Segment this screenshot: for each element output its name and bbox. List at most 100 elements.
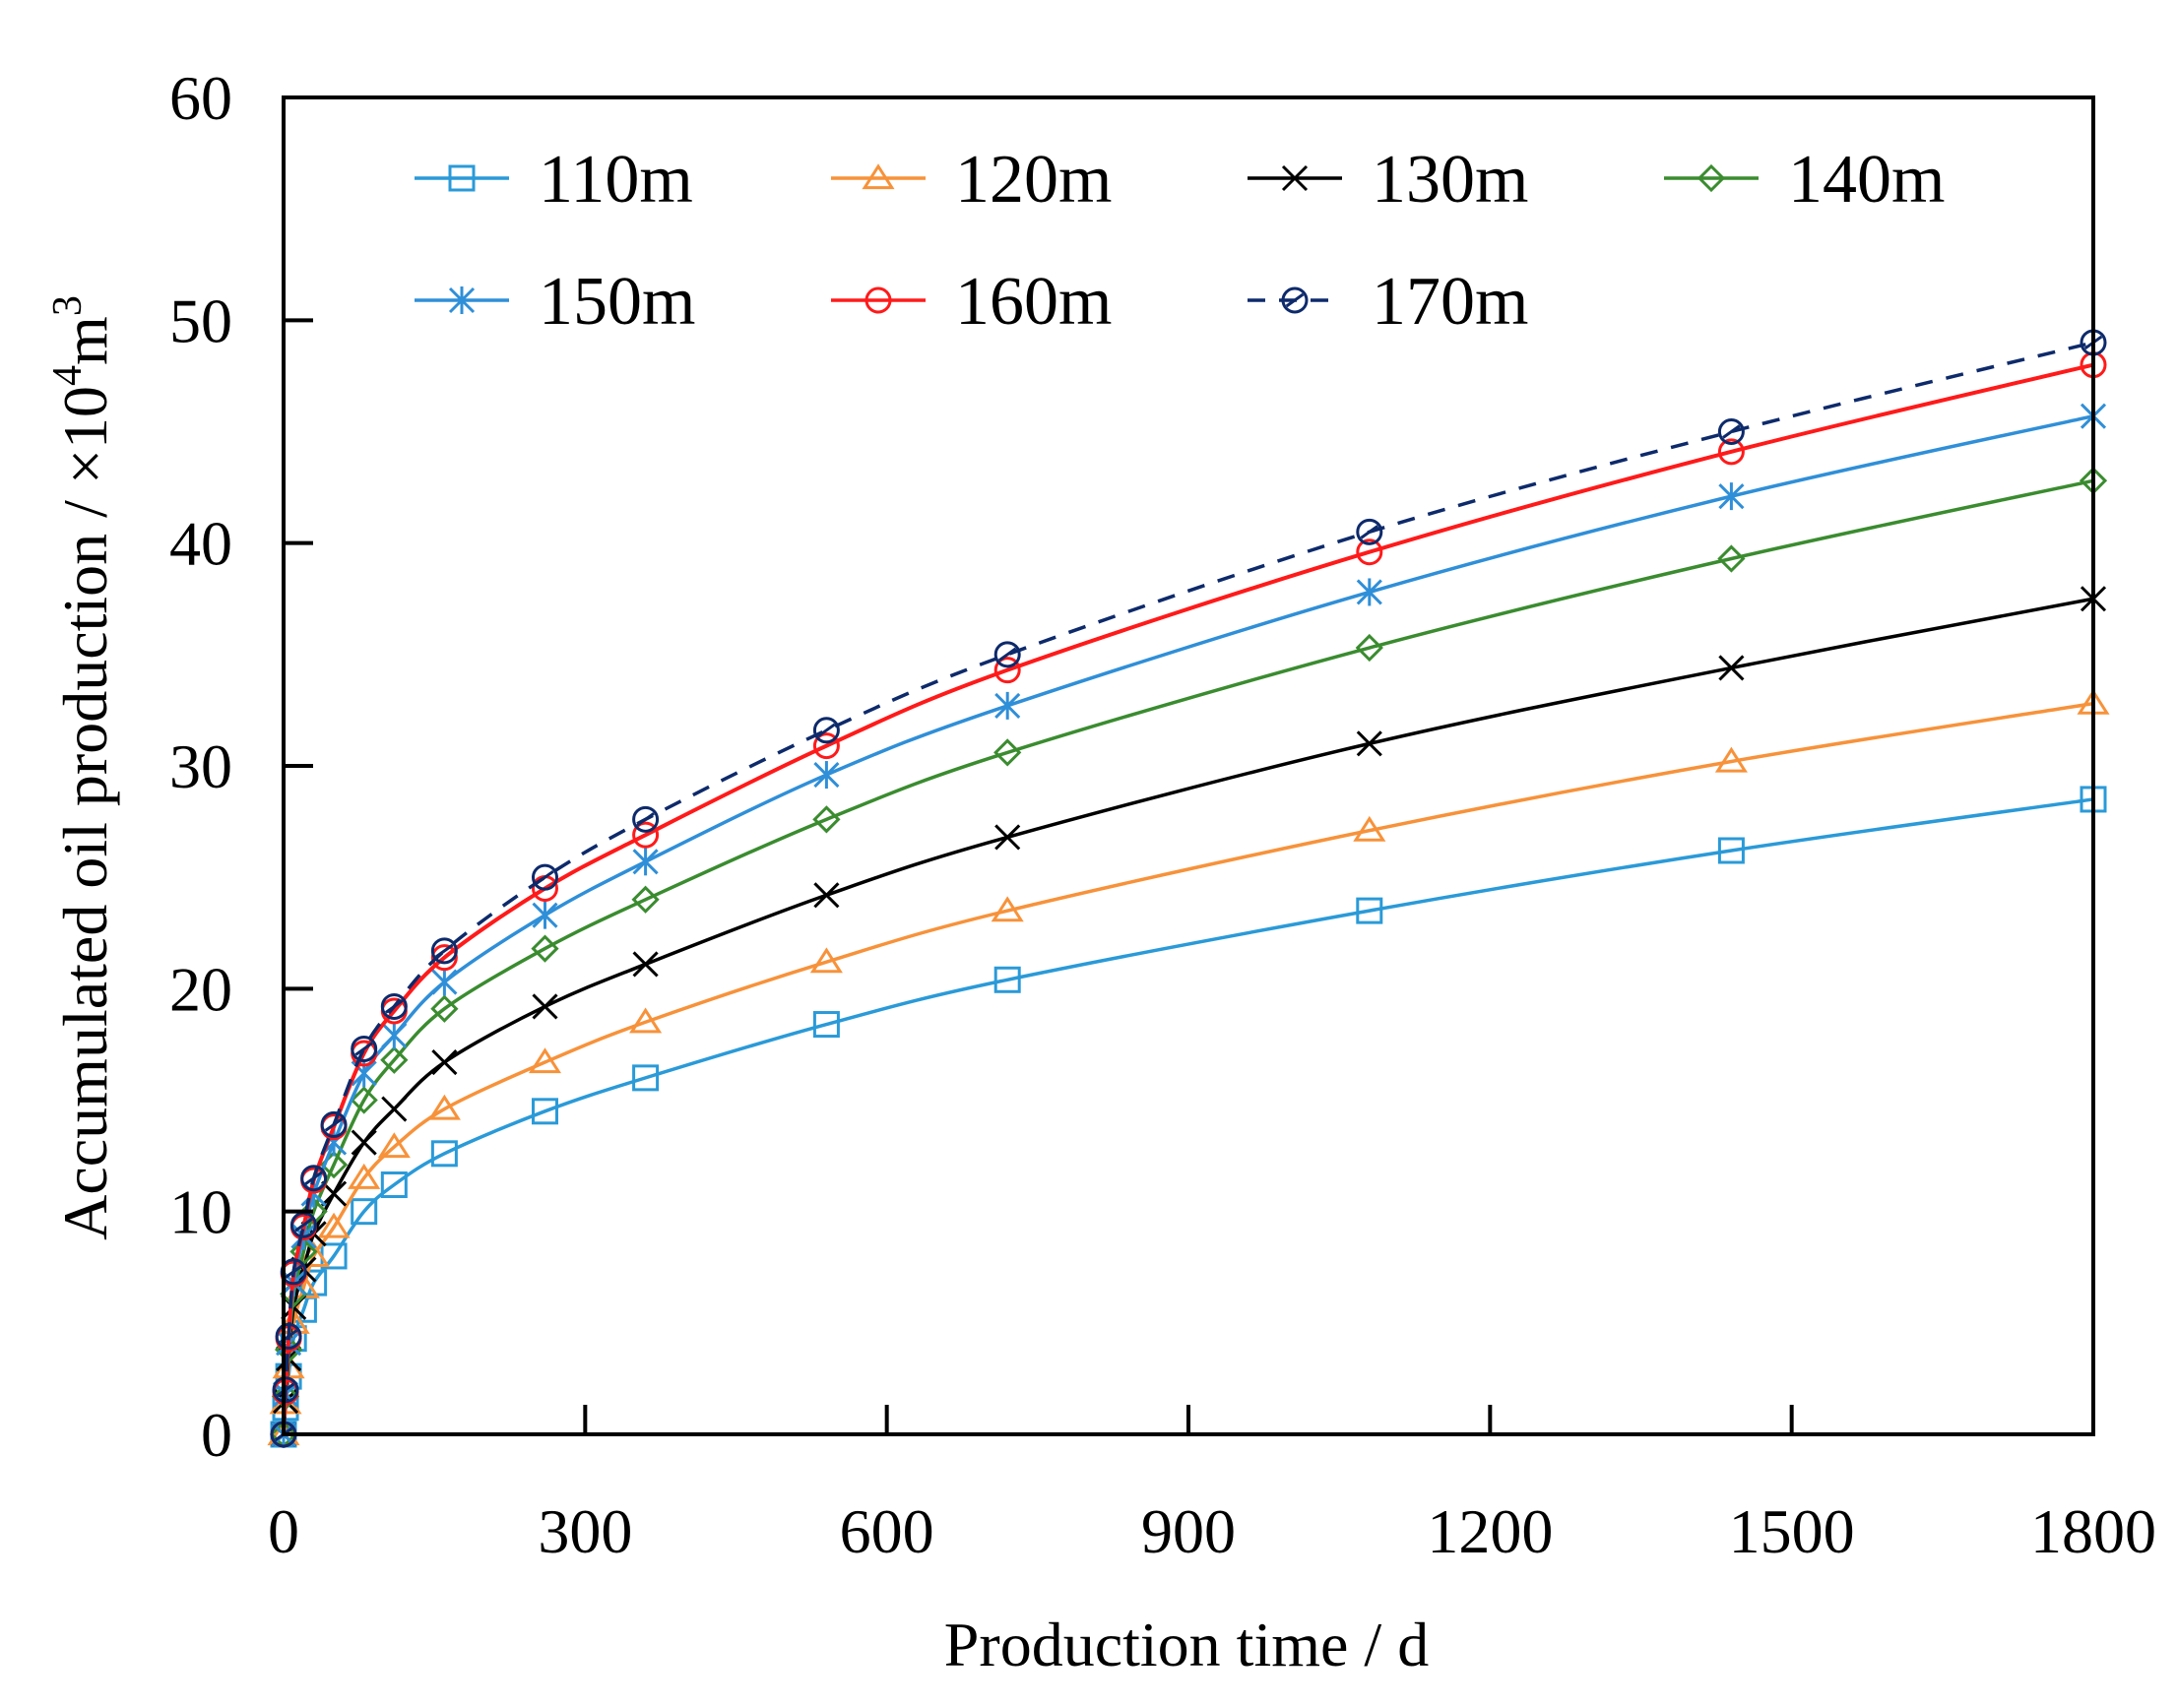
x-tick-label: 900 bbox=[1141, 1496, 1236, 1566]
data-point-170m bbox=[1356, 518, 1383, 545]
legend-entry-130m: 130m bbox=[1248, 142, 1528, 218]
x-tick-label: 600 bbox=[840, 1496, 934, 1566]
data-point-130m bbox=[813, 882, 840, 909]
x-tick-label: 1500 bbox=[1729, 1496, 1855, 1566]
data-point-160m bbox=[430, 944, 458, 972]
series-160m bbox=[270, 351, 2107, 1448]
x-tick-label: 0 bbox=[268, 1496, 299, 1566]
data-point-160m bbox=[1717, 438, 1745, 466]
series-line-120m bbox=[282, 701, 2094, 1435]
x-tick-label: 300 bbox=[538, 1496, 632, 1566]
data-point-150m bbox=[632, 848, 659, 876]
legend: 110m 120m 130m 140m 150m 160m 170m bbox=[415, 142, 1945, 340]
data-point-140m bbox=[531, 934, 559, 963]
legend-label: 150m bbox=[539, 264, 695, 340]
data-point-130m bbox=[532, 993, 558, 1020]
data-point-150m bbox=[1718, 482, 1745, 511]
data-point-140m bbox=[1717, 544, 1746, 573]
series-120m bbox=[267, 688, 2110, 1446]
series-layer bbox=[267, 329, 2110, 1449]
legend-marker bbox=[864, 286, 892, 314]
data-point-120m bbox=[1353, 815, 1386, 842]
series-150m bbox=[270, 402, 2107, 1448]
legend-marker bbox=[862, 163, 895, 190]
legend-entry-110m: 110m bbox=[415, 142, 693, 218]
data-point-110m bbox=[531, 1098, 558, 1125]
data-point-120m bbox=[991, 896, 1024, 922]
data-point-140m bbox=[1355, 633, 1383, 663]
ticks-layer: 0 300 600 900 1200 1500 1800 0 10 20 30 40 50 60 bbox=[169, 63, 2156, 1566]
data-point-130m bbox=[632, 951, 659, 978]
data-point-140m bbox=[812, 805, 841, 834]
series-line-140m bbox=[282, 478, 2094, 1435]
legend-label: 170m bbox=[1372, 264, 1528, 340]
data-point-120m bbox=[348, 1163, 381, 1189]
data-point-120m bbox=[629, 1007, 663, 1034]
legend-marker bbox=[1281, 286, 1309, 314]
legend-marker bbox=[1281, 164, 1309, 192]
x-tick-label: 1200 bbox=[1427, 1496, 1553, 1566]
data-point-160m bbox=[993, 657, 1021, 684]
y-axis-title: Accumulated oil production / ×104m3 bbox=[45, 295, 120, 1240]
data-point-130m bbox=[351, 1129, 377, 1156]
data-point-150m bbox=[1356, 578, 1382, 606]
legend-label: 120m bbox=[955, 142, 1112, 218]
data-point-140m bbox=[993, 738, 1022, 767]
data-point-110m bbox=[632, 1064, 660, 1092]
data-point-130m bbox=[1356, 730, 1382, 757]
data-point-130m bbox=[381, 1096, 408, 1122]
data-point-140m bbox=[631, 885, 660, 914]
data-point-130m bbox=[431, 1048, 458, 1076]
data-point-160m bbox=[812, 732, 840, 760]
data-point-170m bbox=[272, 1376, 299, 1404]
legend-entry-120m: 120m bbox=[831, 142, 1112, 218]
y-tick-label: 10 bbox=[169, 1177, 232, 1247]
data-point-110m bbox=[1356, 897, 1383, 924]
data-point-140m bbox=[380, 1045, 409, 1074]
data-point-130m bbox=[994, 824, 1021, 851]
data-point-140m bbox=[430, 994, 459, 1023]
legend-label: 110m bbox=[539, 142, 693, 218]
series-140m bbox=[269, 467, 2108, 1449]
data-point-120m bbox=[528, 1047, 562, 1074]
data-point-150m bbox=[532, 901, 558, 929]
data-point-120m bbox=[377, 1132, 411, 1159]
legend-entry-160m: 160m bbox=[831, 264, 1112, 340]
legend-marker bbox=[448, 164, 476, 192]
legend-label: 140m bbox=[1788, 142, 1945, 218]
legend-marker bbox=[1697, 163, 1726, 193]
data-point-150m bbox=[431, 968, 458, 996]
data-point-170m bbox=[812, 717, 840, 744]
legend-marker bbox=[448, 286, 476, 314]
data-point-110m bbox=[351, 1198, 378, 1226]
series-line-150m bbox=[282, 413, 2094, 1435]
legend-entry-170m: 170m bbox=[1248, 264, 1528, 340]
y-tick-label: 50 bbox=[169, 285, 232, 355]
y-tick-label: 30 bbox=[169, 731, 232, 801]
series-line-160m bbox=[282, 362, 2094, 1435]
data-point-110m bbox=[380, 1171, 408, 1199]
series-line-170m bbox=[282, 341, 2094, 1435]
data-point-170m bbox=[632, 805, 660, 833]
data-point-120m bbox=[317, 1212, 351, 1238]
data-point-150m bbox=[813, 761, 840, 790]
data-point-170m bbox=[351, 1035, 378, 1062]
series-170m bbox=[270, 329, 2107, 1448]
data-point-170m bbox=[993, 641, 1021, 668]
data-point-140m bbox=[350, 1086, 378, 1114]
data-point-160m bbox=[632, 821, 660, 849]
data-point-120m bbox=[427, 1094, 461, 1120]
legend-entry-140m: 140m bbox=[1664, 142, 1945, 218]
data-point-170m bbox=[320, 1110, 348, 1138]
y-tick-label: 60 bbox=[169, 63, 232, 133]
data-point-150m bbox=[381, 1021, 408, 1049]
data-point-170m bbox=[531, 863, 558, 891]
data-point-110m bbox=[430, 1140, 458, 1168]
data-point-170m bbox=[380, 992, 408, 1020]
data-point-160m bbox=[1356, 538, 1383, 566]
data-point-110m bbox=[993, 966, 1021, 993]
data-point-120m bbox=[1714, 746, 1748, 773]
y-tick-label: 0 bbox=[201, 1400, 232, 1470]
legend-entry-150m: 150m bbox=[415, 264, 695, 340]
